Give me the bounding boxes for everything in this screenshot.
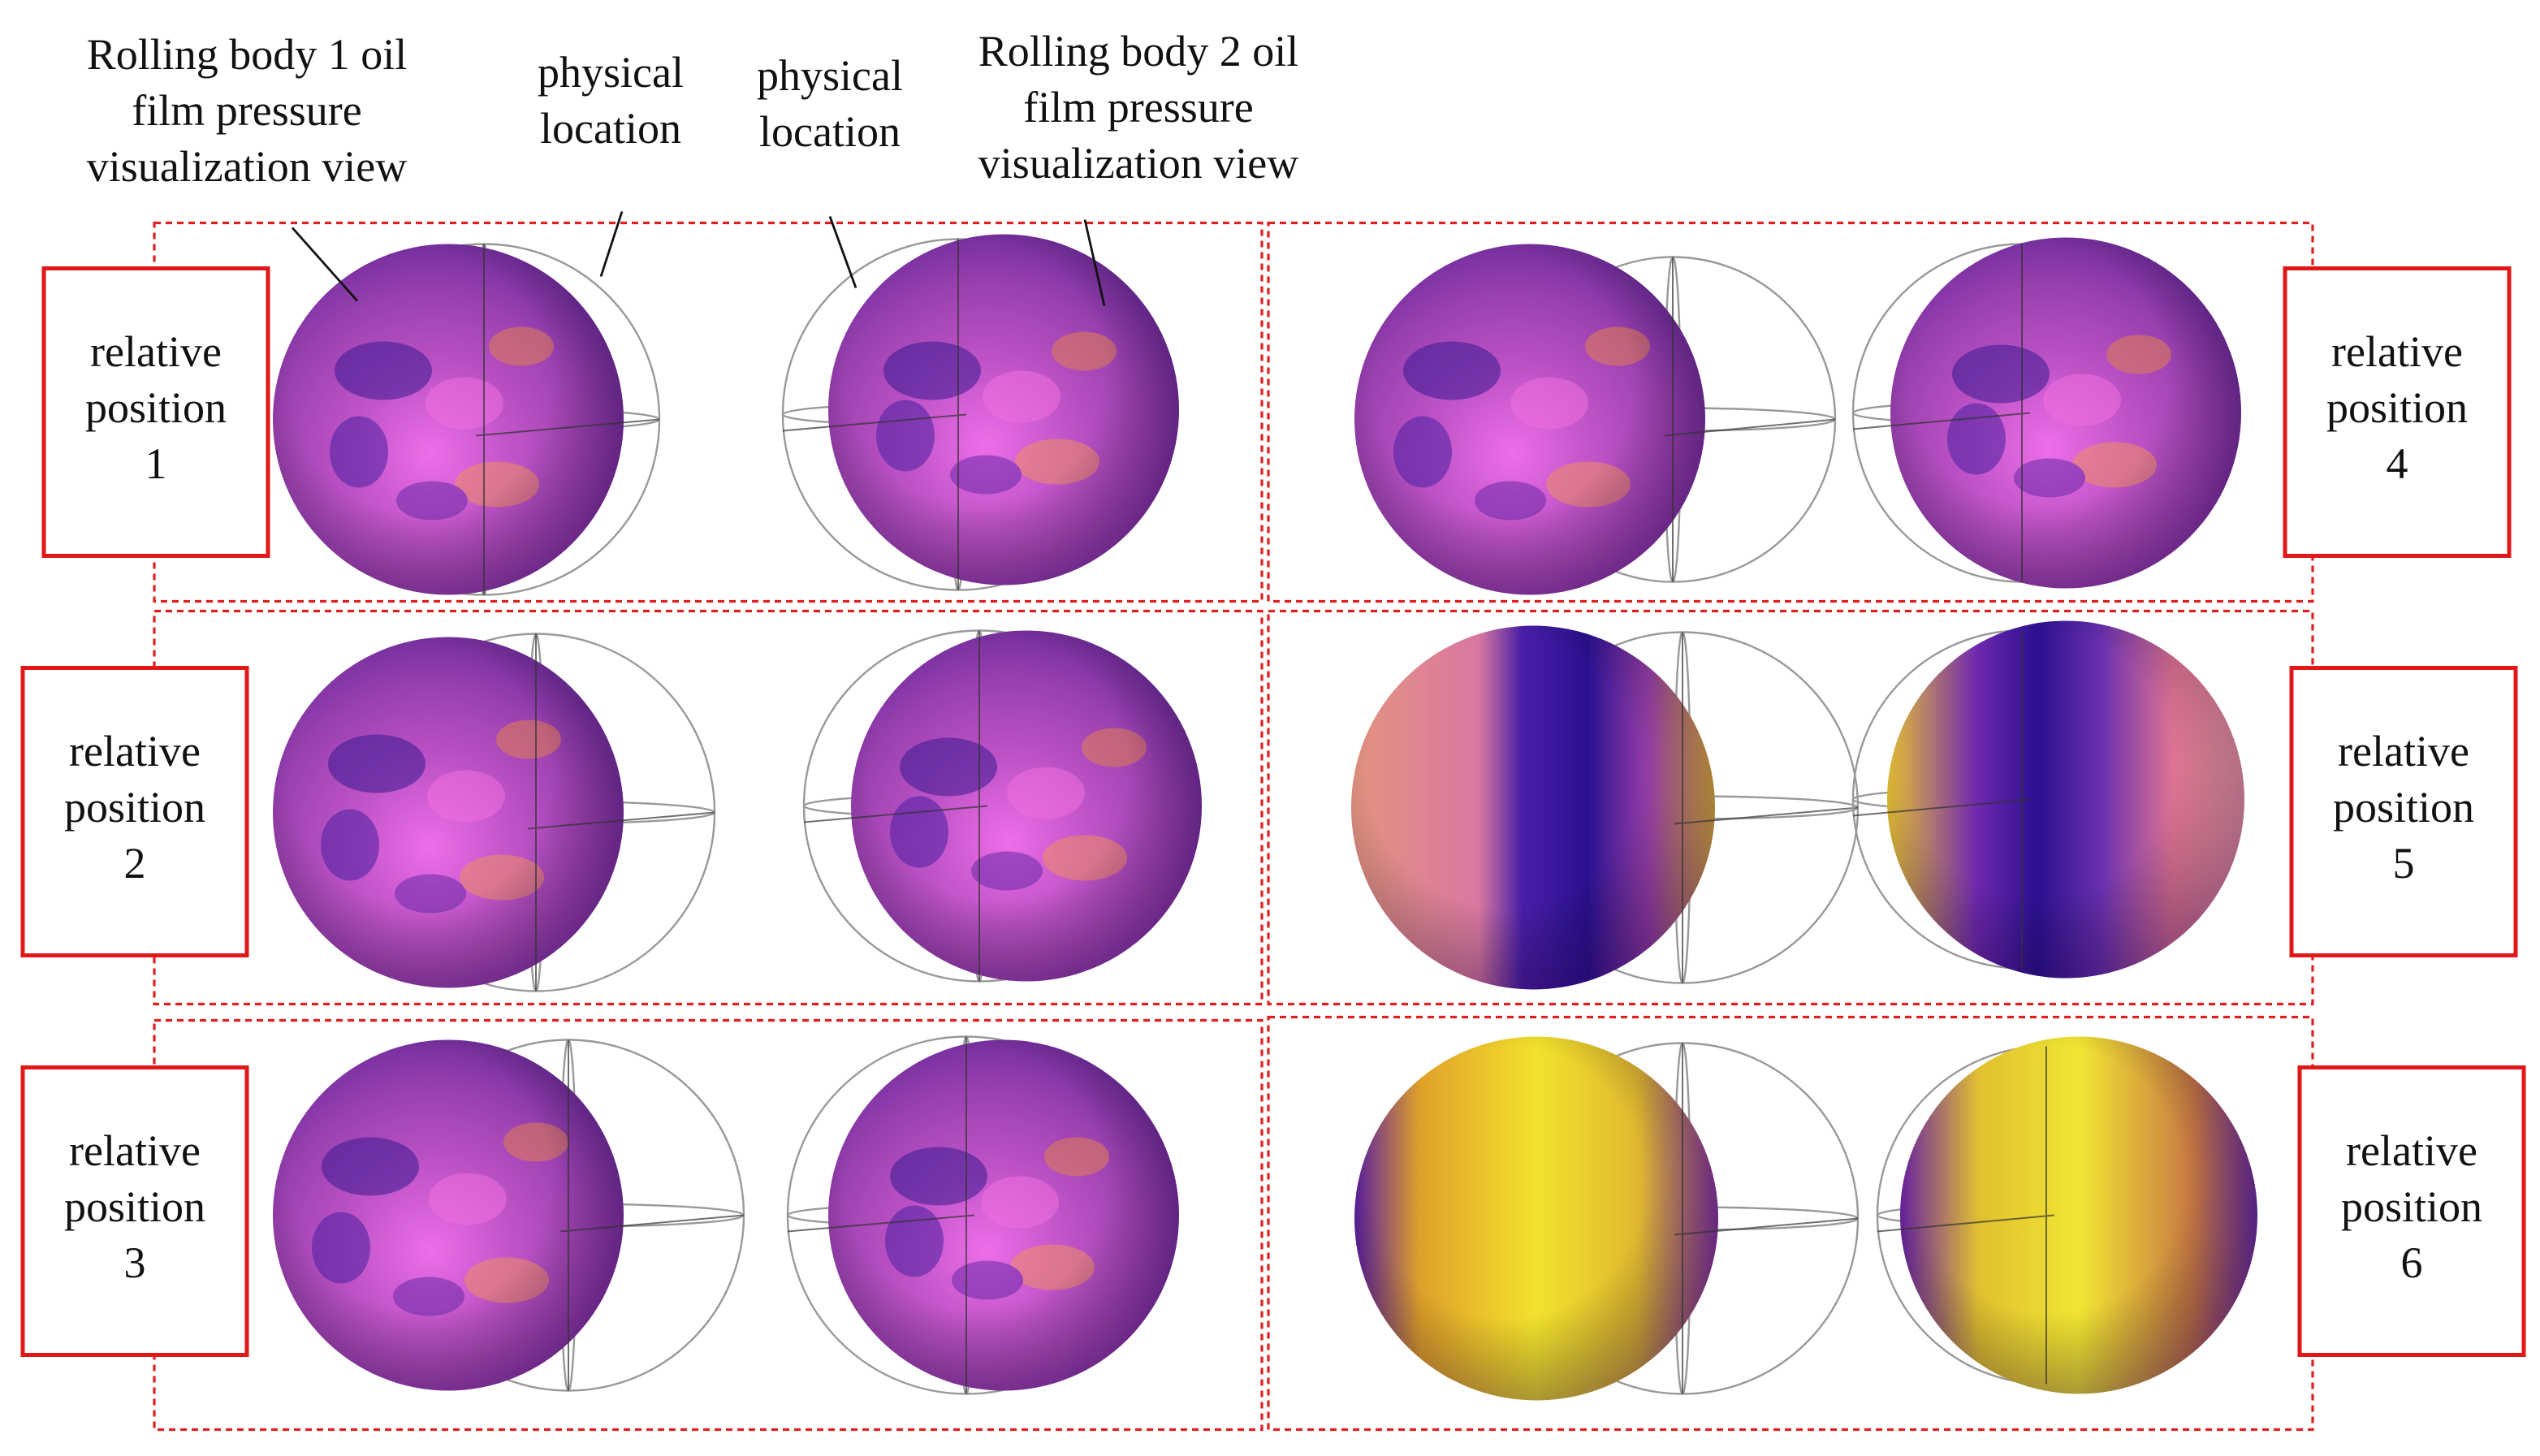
axis-line (1664, 418, 1836, 437)
axis-line (782, 413, 967, 432)
labels: Rolling body 1 oil film pressure visualiza… (20, 27, 2526, 1357)
axes (559, 1039, 745, 1391)
sphere-shade (1887, 620, 2244, 979)
position-box (2283, 266, 2512, 558)
axes (1852, 630, 2031, 969)
sphere-shade (851, 630, 1202, 982)
position-text: 5 (2393, 839, 2415, 888)
axis-line (803, 805, 988, 823)
sphere-shade (273, 1039, 624, 1391)
axis-line (475, 418, 660, 437)
position-box (41, 266, 270, 558)
axes (787, 1036, 975, 1394)
annotation-text: film pressure (132, 86, 361, 135)
axes (803, 630, 988, 982)
position-box (2289, 666, 2518, 957)
axes (782, 239, 967, 590)
position-text: 1 (145, 439, 167, 488)
position-text: position (64, 783, 205, 832)
panel (153, 1018, 1264, 1432)
axis-line (527, 811, 715, 830)
spheres (273, 234, 2257, 1401)
position-text: 3 (124, 1238, 146, 1287)
sphere-shade (828, 1039, 1179, 1391)
sphere-shade (1900, 1036, 2257, 1394)
annotation-text: physical (757, 51, 903, 100)
leader-line (828, 216, 857, 288)
leader-line (1083, 219, 1106, 306)
axis-line (1852, 412, 2031, 430)
leader-line (291, 227, 359, 302)
axis-line (1674, 806, 1859, 825)
panel (153, 221, 1264, 603)
axis-line (1674, 1217, 1859, 1236)
position-box (20, 666, 249, 957)
position-text: relative (69, 727, 201, 776)
position-text: relative (90, 327, 222, 376)
annotation-text: location (759, 107, 901, 156)
position-text: position (2333, 783, 2474, 832)
sphere-shade (1354, 244, 1705, 595)
position-text: 4 (2387, 439, 2408, 488)
axis-line (1877, 1214, 2055, 1233)
annotation-text: Rolling body 2 oil (978, 27, 1299, 76)
sphere-shade (1351, 625, 1715, 990)
sphere-shade (273, 244, 624, 595)
leader-line (599, 211, 624, 277)
position-box (2297, 1065, 2526, 1357)
leader-lines (291, 211, 1106, 306)
axes (1852, 244, 2031, 582)
annotation-text: visualization view (978, 139, 1298, 188)
position-text: relative (2346, 1126, 2477, 1175)
position-text: position (2326, 383, 2468, 432)
position-text: position (85, 383, 227, 432)
position-text: relative (2331, 327, 2463, 376)
annotation-text: Rolling body 1 oil (87, 30, 408, 79)
position-box (20, 1065, 249, 1357)
position-text: position (2341, 1182, 2482, 1231)
annotation-text: physical (538, 48, 684, 97)
sphere-shade (1890, 237, 2241, 589)
axes (527, 633, 715, 992)
axes (1674, 1043, 1859, 1394)
axes (1877, 1046, 2055, 1385)
axis-line (559, 1214, 745, 1233)
annotation-text: location (540, 104, 681, 153)
position-text: relative (2338, 727, 2469, 776)
axis-line (787, 1214, 975, 1233)
axes (475, 244, 660, 595)
sphere-shade (1354, 1036, 1718, 1401)
position-text: 6 (2401, 1238, 2423, 1287)
position-text: 2 (124, 839, 146, 888)
axis-line (1852, 798, 2031, 817)
sphere-shade (273, 637, 624, 988)
annotation-text: film pressure (1023, 83, 1253, 132)
position-text: position (64, 1182, 205, 1231)
sphere-shade (828, 234, 1179, 585)
position-text: relative (69, 1126, 201, 1175)
axes (1674, 632, 1859, 983)
axes (1664, 257, 1836, 582)
annotation-text: visualization view (87, 142, 407, 191)
